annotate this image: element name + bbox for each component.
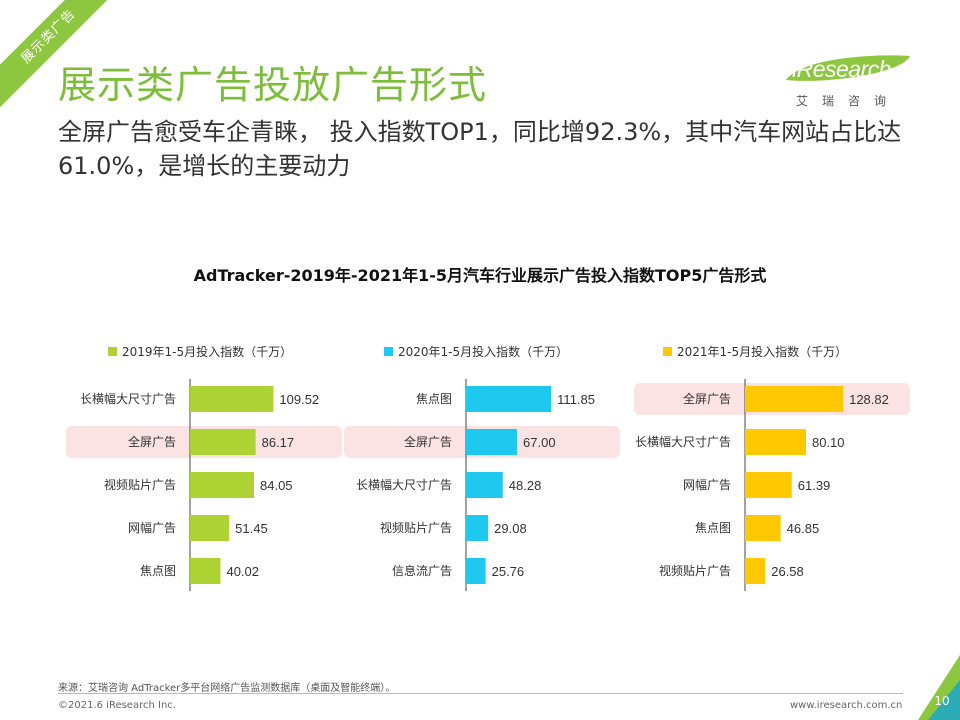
category-label-2-0: 全屏广告	[683, 391, 731, 406]
value-label-2-3: 46.85	[787, 521, 820, 536]
category-label-1-4: 信息流广告	[392, 563, 452, 578]
legend-swatch-0	[108, 347, 117, 356]
value-label-0-3: 51.45	[235, 521, 268, 536]
category-label-2-1: 长横幅大尺寸广告	[635, 434, 731, 449]
logo-text: iResearch	[792, 56, 892, 82]
page-subtitle: 全屏广告愈受车企青睐， 投入指数TOP1，同比增92.3%，其中汽车网站占比达6…	[58, 118, 902, 180]
bar-2-3	[745, 515, 781, 541]
category-label-2-2: 网幅广告	[683, 477, 731, 492]
category-label-1-3: 视频贴片广告	[380, 520, 452, 535]
bar-2-0	[745, 386, 844, 412]
value-label-1-3: 29.08	[494, 521, 527, 536]
category-label-1-2: 长横幅大尺寸广告	[356, 477, 452, 492]
value-label-1-1: 67.00	[523, 435, 556, 450]
iresearch-logo: iResearch 艾瑞咨询	[780, 50, 920, 112]
value-label-2-2: 61.39	[798, 478, 831, 493]
legend-label-2: 2021年1-5月投入指数（千万）	[677, 344, 847, 359]
category-label-0-0: 长横幅大尺寸广告	[80, 391, 176, 406]
legend-swatch-1	[384, 347, 393, 356]
bar-1-3	[466, 515, 489, 541]
value-label-1-4: 25.76	[492, 564, 525, 579]
bar-0-3	[190, 515, 230, 541]
bar-1-1	[466, 429, 518, 455]
bar-1-4	[466, 558, 486, 584]
bar-0-1	[190, 429, 256, 455]
category-label-0-4: 焦点图	[140, 564, 176, 578]
footer-divider	[58, 693, 903, 694]
value-label-0-2: 84.05	[260, 478, 293, 493]
category-label-2-4: 视频贴片广告	[659, 563, 731, 578]
value-label-2-1: 80.10	[812, 435, 845, 450]
bar-2-1	[745, 429, 806, 455]
category-label-1-0: 焦点图	[416, 392, 452, 406]
category-label-1-1: 全屏广告	[404, 434, 452, 449]
value-label-0-1: 86.17	[262, 435, 295, 450]
category-label-0-3: 网幅广告	[128, 520, 176, 535]
source-note: 来源：艾瑞咨询 AdTracker多平台网络广告监测数据库（桌面及智能终端）。	[58, 683, 396, 694]
value-label-1-0: 111.85	[557, 392, 595, 407]
website-link[interactable]: www.iresearch.com.cn	[790, 700, 903, 711]
legend-label-0: 2019年1-5月投入指数（千万）	[122, 344, 292, 359]
bar-0-2	[190, 472, 255, 498]
category-label-0-1: 全屏广告	[128, 434, 176, 449]
page-number: 10	[934, 694, 950, 708]
value-label-0-0: 109.52	[279, 392, 319, 407]
logo-subtext: 艾瑞咨询	[796, 94, 901, 108]
bar-0-4	[190, 558, 221, 584]
value-label-1-2: 48.28	[509, 478, 542, 493]
page-title: 展示类广告投放广告形式	[58, 63, 488, 107]
bar-1-0	[466, 386, 552, 412]
legend-swatch-2	[663, 347, 672, 356]
copyright: ©2021.6 iResearch Inc.	[58, 700, 176, 711]
bar-0-0	[190, 386, 274, 412]
bar-2-4	[745, 558, 766, 584]
legend-label-1: 2020年1-5月投入指数（千万）	[398, 344, 568, 359]
bar-2-2	[745, 472, 792, 498]
category-label-0-2: 视频贴片广告	[104, 477, 176, 492]
logo-leaf-icon	[786, 55, 910, 81]
category-label-2-3: 焦点图	[695, 521, 731, 535]
bar-1-2	[466, 472, 503, 498]
value-label-0-4: 40.02	[226, 564, 259, 579]
value-label-2-4: 26.58	[771, 564, 804, 579]
chart-title: AdTracker-2019年-2021年1-5月汽车行业展示广告投入指数TOP…	[193, 266, 767, 285]
value-label-2-0: 128.82	[849, 392, 889, 407]
